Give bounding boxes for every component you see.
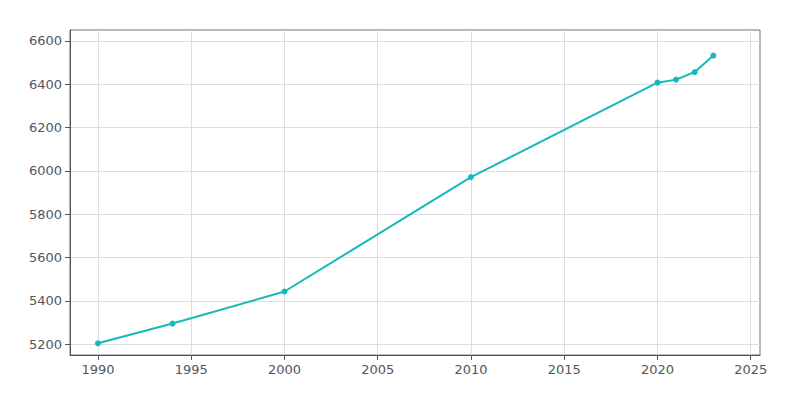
svg-text:6000: 6000 (29, 163, 62, 178)
svg-text:1995: 1995 (175, 362, 208, 377)
svg-text:5600: 5600 (29, 250, 62, 265)
svg-text:2005: 2005 (361, 362, 394, 377)
svg-text:5400: 5400 (29, 293, 62, 308)
svg-text:2010: 2010 (454, 362, 487, 377)
svg-text:5200: 5200 (29, 337, 62, 352)
svg-text:1990: 1990 (81, 362, 114, 377)
svg-text:2020: 2020 (641, 362, 674, 377)
svg-text:2000: 2000 (268, 362, 301, 377)
svg-text:2025: 2025 (734, 362, 767, 377)
svg-text:2015: 2015 (548, 362, 581, 377)
svg-text:6400: 6400 (29, 77, 62, 92)
svg-text:5800: 5800 (29, 207, 62, 222)
svg-text:6600: 6600 (29, 33, 62, 48)
svg-text:6200: 6200 (29, 120, 62, 135)
